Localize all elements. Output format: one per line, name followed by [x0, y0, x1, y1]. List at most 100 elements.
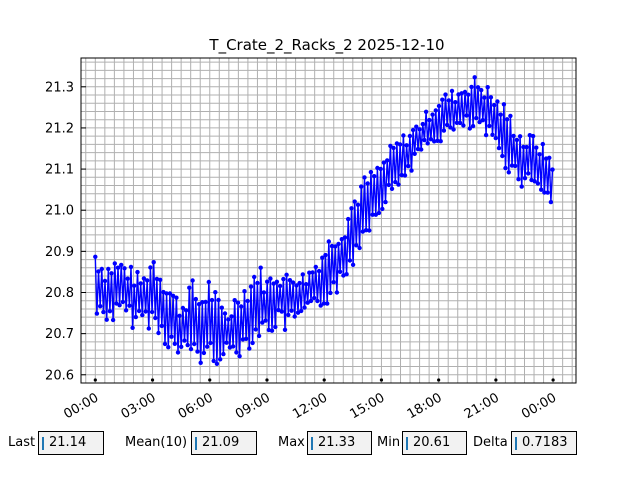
data-point — [179, 344, 184, 349]
min-value-field[interactable]: 20.61 — [402, 431, 467, 455]
data-point — [423, 109, 429, 115]
data-point — [104, 317, 109, 322]
max-label: Max — [278, 435, 305, 450]
data-point — [362, 175, 367, 180]
data-point — [219, 305, 224, 310]
data-point — [389, 186, 395, 191]
data-point — [542, 190, 547, 195]
data-point — [102, 278, 108, 284]
data-point — [397, 142, 403, 147]
data-point — [385, 158, 390, 163]
data-point — [316, 268, 322, 274]
data-point — [310, 270, 315, 275]
y-tick-label: 20.6 — [45, 368, 74, 383]
y-tick-label: 20.9 — [45, 245, 74, 260]
grid — [81, 58, 576, 384]
x-tick-label: 00:00 — [61, 390, 101, 422]
data-point — [444, 122, 450, 128]
last-value-field[interactable]: 21.14 — [38, 431, 104, 455]
data-point — [496, 145, 502, 151]
data-point — [117, 303, 122, 308]
data-point — [516, 177, 521, 182]
mean-value: 21.09 — [202, 435, 240, 450]
data-point — [422, 137, 427, 143]
data-point — [391, 145, 396, 151]
data-point — [307, 270, 312, 275]
x-tick — [437, 378, 441, 382]
data-point — [268, 276, 273, 281]
data-point — [110, 317, 116, 323]
max-value-field[interactable]: 21.33 — [307, 431, 372, 455]
data-point — [404, 143, 409, 148]
data-point — [349, 206, 354, 211]
data-point — [198, 360, 203, 365]
delta-value-field[interactable]: 0.7183 — [511, 431, 577, 455]
data-point — [412, 151, 417, 156]
data-point — [271, 281, 276, 286]
data-point — [279, 309, 284, 314]
data-point — [550, 167, 555, 172]
data-point — [482, 95, 487, 100]
data-point — [174, 295, 179, 300]
data-point — [483, 132, 489, 138]
data-point — [159, 323, 164, 329]
text-cursor — [515, 437, 517, 450]
max-value: 21.33 — [318, 435, 356, 450]
data-point — [532, 179, 537, 184]
data-point — [123, 308, 129, 313]
data-point — [503, 165, 508, 171]
data-point — [474, 115, 479, 121]
data-point — [154, 276, 160, 282]
data-point — [175, 350, 181, 355]
data-point — [99, 266, 105, 272]
data-point — [472, 75, 477, 80]
data-point — [517, 134, 523, 139]
data-point — [461, 123, 466, 128]
data-point — [222, 311, 228, 316]
data-point — [172, 341, 177, 346]
data-point — [274, 279, 280, 284]
data-point — [192, 341, 197, 347]
data-point — [122, 266, 127, 271]
data-point — [167, 291, 173, 296]
data-point — [383, 199, 388, 205]
data-point — [226, 317, 231, 322]
x-tick — [93, 378, 97, 382]
data-point — [196, 302, 202, 307]
data-point — [273, 324, 278, 330]
data-point — [297, 280, 302, 286]
data-point — [242, 289, 247, 294]
data-point — [359, 184, 364, 189]
data-point — [282, 327, 288, 332]
data-point — [363, 228, 369, 233]
data-point — [107, 309, 113, 314]
x-tick — [322, 378, 326, 382]
data-point — [216, 297, 221, 303]
y-tick-label: 20.7 — [45, 327, 74, 342]
data-point — [409, 168, 414, 173]
data-point — [334, 290, 340, 295]
data-point — [477, 119, 482, 125]
data-point — [243, 336, 249, 341]
data-point — [539, 187, 544, 192]
data-point — [136, 308, 142, 314]
data-point — [402, 173, 408, 178]
data-point — [417, 127, 422, 132]
x-tick-label: 21:00 — [462, 390, 502, 422]
data-point — [295, 310, 301, 315]
y-tick-label: 21.1 — [45, 163, 74, 178]
data-point — [188, 346, 194, 352]
data-point — [522, 176, 528, 181]
data-point — [158, 277, 163, 282]
data-point — [323, 252, 328, 258]
data-point — [545, 190, 550, 195]
data-point — [448, 125, 453, 130]
data-point — [115, 265, 121, 270]
data-point — [467, 126, 472, 131]
data-point — [479, 87, 484, 93]
data-point — [106, 266, 111, 272]
data-point — [292, 314, 297, 319]
data-point — [475, 85, 481, 90]
data-point — [224, 340, 229, 345]
mean-value-field[interactable]: 21.09 — [191, 431, 257, 455]
